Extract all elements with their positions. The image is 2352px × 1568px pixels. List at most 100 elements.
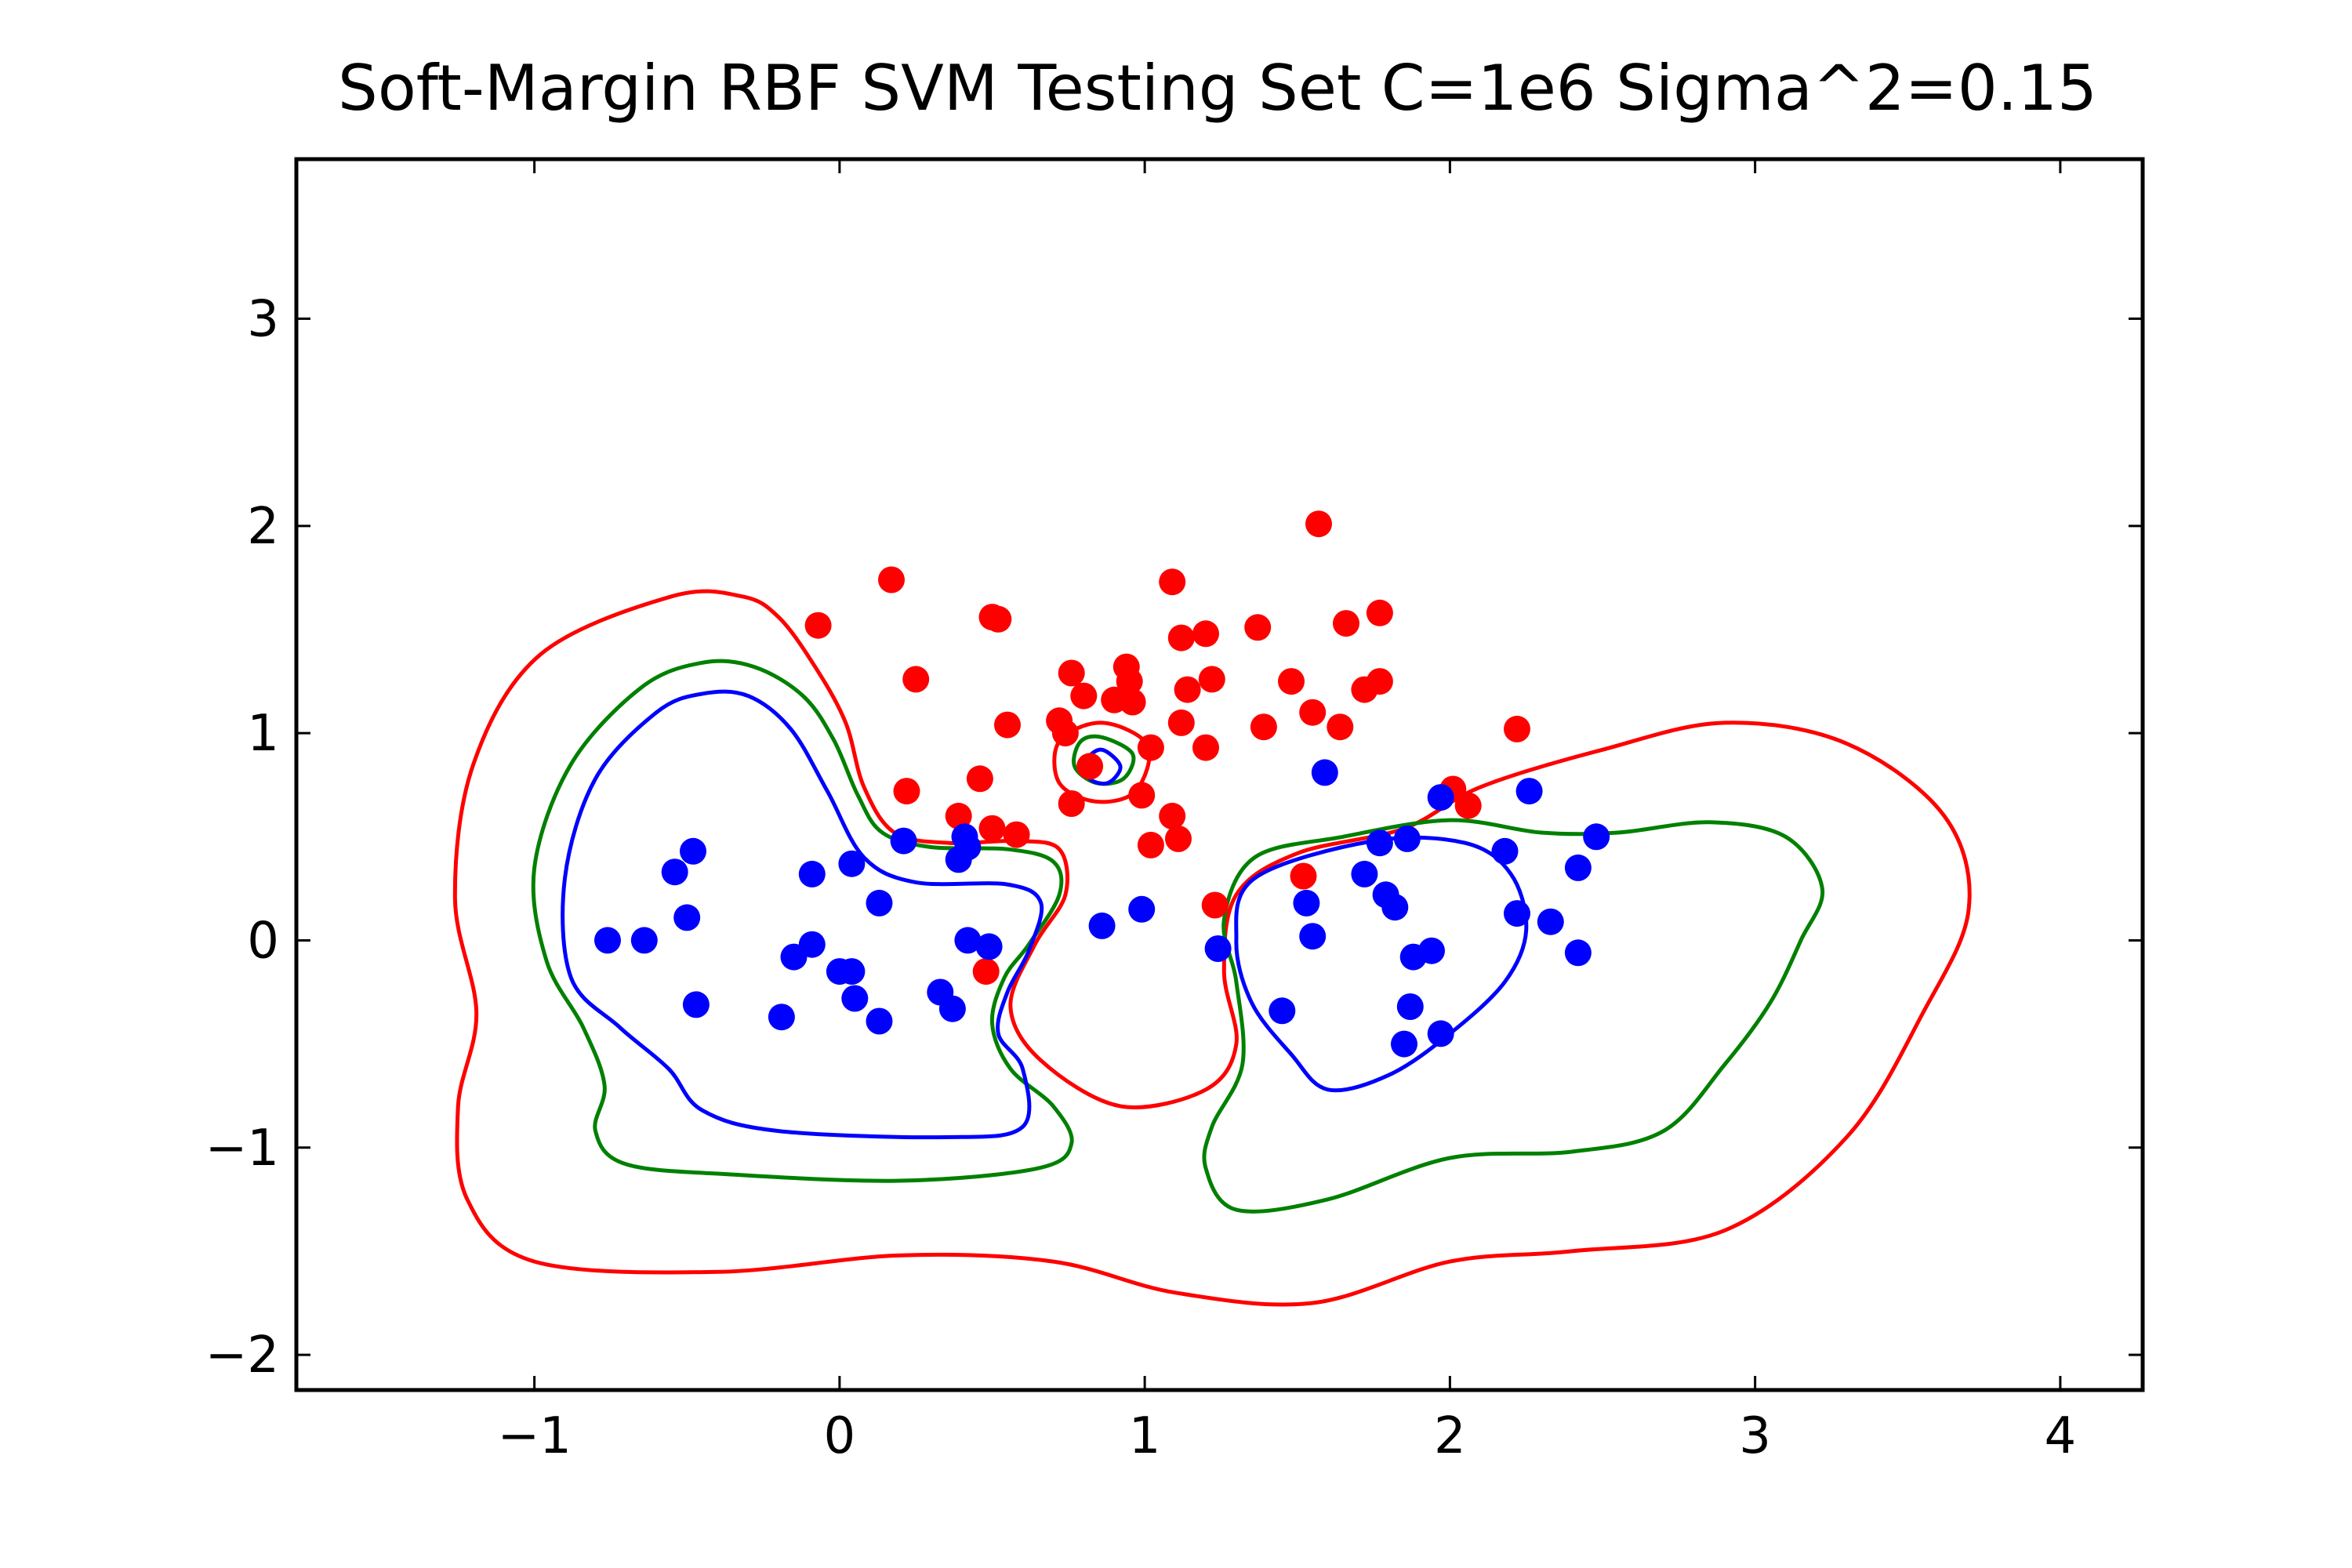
y-tick-label: 2 — [247, 498, 279, 556]
x-tick-label: 0 — [824, 1407, 856, 1465]
data-point-positive — [1198, 666, 1225, 693]
data-point-positive — [1003, 821, 1030, 848]
chart-title: Soft-Margin RBF SVM Testing Set C=1e6 Si… — [338, 52, 2097, 125]
scatter-points — [594, 510, 1610, 1058]
data-point-positive — [1504, 715, 1530, 742]
y-tick-label: −2 — [205, 1327, 279, 1385]
data-point-negative — [890, 827, 917, 855]
data-point-positive — [1366, 668, 1393, 695]
data-point-positive — [1159, 568, 1186, 596]
data-point-negative — [768, 1004, 795, 1031]
data-point-negative — [938, 995, 966, 1022]
data-point-negative — [866, 889, 893, 916]
x-tick-label: −1 — [497, 1407, 571, 1465]
y-tick-label: −1 — [205, 1120, 279, 1178]
data-point-positive — [1366, 599, 1393, 626]
data-point-positive — [1070, 682, 1098, 710]
plot-frame — [294, 157, 2145, 1392]
data-point-positive — [1192, 620, 1219, 648]
decision-contours — [452, 589, 1972, 1307]
data-point-positive — [1201, 891, 1229, 919]
data-point-positive — [1167, 709, 1195, 736]
data-point-negative — [594, 927, 621, 954]
data-point-negative — [838, 850, 866, 877]
data-point-positive — [978, 815, 1006, 842]
data-point-negative — [841, 985, 869, 1012]
data-point-negative — [1427, 784, 1454, 811]
data-point-positive — [1051, 720, 1079, 747]
data-point-negative — [1564, 854, 1592, 881]
data-point-positive — [1454, 792, 1482, 819]
data-point-negative — [682, 991, 710, 1018]
data-point-negative — [673, 904, 701, 931]
data-point-negative — [1311, 759, 1338, 786]
margin-contour-positive — [452, 589, 1972, 1307]
data-point-negative — [945, 846, 972, 873]
margin-contour-negative — [561, 689, 1044, 1140]
decision-boundary-contour — [1202, 818, 1825, 1214]
data-point-negative — [866, 1007, 893, 1035]
data-point-negative — [1366, 829, 1393, 857]
data-point-positive — [1137, 831, 1164, 858]
decision-boundary-contour — [531, 659, 1074, 1183]
data-point-positive — [893, 778, 920, 805]
data-point-negative — [661, 858, 688, 886]
data-point-positive — [1058, 790, 1085, 817]
data-point-negative — [1204, 935, 1232, 962]
data-point-negative — [630, 927, 658, 954]
data-point-positive — [1165, 825, 1192, 852]
data-point-positive — [1278, 668, 1305, 695]
data-point-positive — [1305, 510, 1332, 538]
data-point-positive — [1128, 782, 1156, 809]
data-point-positive — [878, 566, 905, 593]
data-point-negative — [975, 933, 1003, 960]
data-point-negative — [1269, 997, 1296, 1025]
data-point-negative — [1491, 837, 1519, 865]
data-point-negative — [1351, 860, 1378, 887]
data-point-negative — [780, 943, 808, 971]
data-point-positive — [1290, 862, 1317, 890]
data-point-negative — [1427, 1020, 1454, 1047]
y-tick-label: 1 — [247, 705, 279, 763]
data-point-positive — [945, 802, 972, 829]
data-point-positive — [1076, 753, 1104, 780]
data-point-negative — [838, 958, 866, 985]
data-point-negative — [954, 927, 982, 954]
data-point-positive — [1327, 713, 1354, 741]
data-point-positive — [1167, 624, 1195, 652]
data-point-negative — [1293, 889, 1320, 916]
data-point-negative — [1537, 908, 1564, 935]
data-point-positive — [1116, 668, 1143, 695]
data-point-negative — [1128, 895, 1156, 923]
data-point-negative — [1393, 825, 1421, 852]
data-point-positive — [1119, 688, 1146, 716]
data-point-negative — [1381, 894, 1409, 921]
data-point-negative — [1504, 900, 1530, 927]
data-point-negative — [1418, 937, 1445, 964]
x-tick-label: 2 — [1434, 1407, 1466, 1465]
data-point-positive — [994, 711, 1021, 739]
y-tick-label: 3 — [247, 291, 279, 349]
data-point-negative — [1299, 923, 1327, 950]
x-tick-label: 1 — [1129, 1407, 1161, 1465]
data-point-positive — [1333, 610, 1359, 637]
data-point-positive — [985, 605, 1012, 633]
data-point-negative — [1391, 1030, 1417, 1058]
data-point-negative — [1088, 912, 1116, 939]
data-point-positive — [1137, 734, 1164, 761]
data-point-positive — [1058, 659, 1085, 687]
data-point-positive — [902, 666, 930, 693]
data-point-positive — [1174, 676, 1201, 703]
x-tick-label: 4 — [2045, 1407, 2077, 1465]
data-point-positive — [1299, 699, 1327, 726]
data-point-positive — [966, 765, 993, 793]
data-point-positive — [1159, 802, 1186, 829]
y-tick-label: 0 — [247, 912, 279, 970]
data-point-positive — [1250, 713, 1277, 741]
data-point-positive — [1192, 734, 1219, 761]
data-point-negative — [1396, 993, 1424, 1020]
axis-ticks: −1 0 1 2 3 4 −2 −1 0 1 2 3 — [205, 159, 2143, 1465]
x-tick-label: 3 — [1739, 1407, 1771, 1465]
